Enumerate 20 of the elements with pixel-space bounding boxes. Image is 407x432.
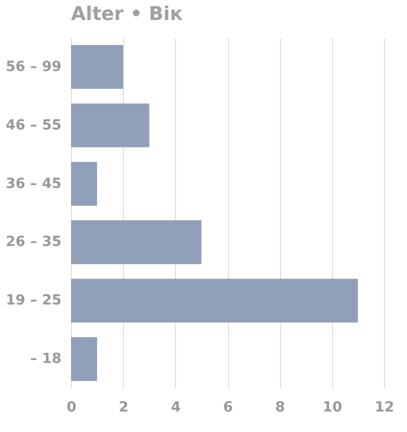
y-tick-label: 56 – 99 [6, 58, 62, 75]
bar [71, 162, 98, 206]
x-tick-label: 10 [322, 400, 342, 416]
bar [71, 337, 98, 381]
y-tick-label: 46 – 55 [6, 117, 62, 134]
bar [71, 103, 150, 148]
x-tick-label: 8 [275, 400, 286, 416]
x-tick-label: 2 [118, 400, 129, 416]
y-tick-label: 36 – 45 [6, 176, 62, 192]
x-tick-label: 4 [170, 400, 181, 416]
bar [71, 45, 124, 89]
x-tick-label: 0 [66, 400, 77, 416]
y-tick-label: 26 – 35 [6, 234, 62, 250]
x-tick-label: 6 [223, 400, 233, 416]
bar [71, 220, 202, 264]
chart-title: Alter • Вік [71, 3, 183, 25]
y-tick-label: – 18 [30, 351, 62, 368]
x-tick-label: 12 [374, 400, 394, 416]
y-tick-label: 19 – 25 [6, 292, 62, 309]
bar [71, 278, 358, 323]
